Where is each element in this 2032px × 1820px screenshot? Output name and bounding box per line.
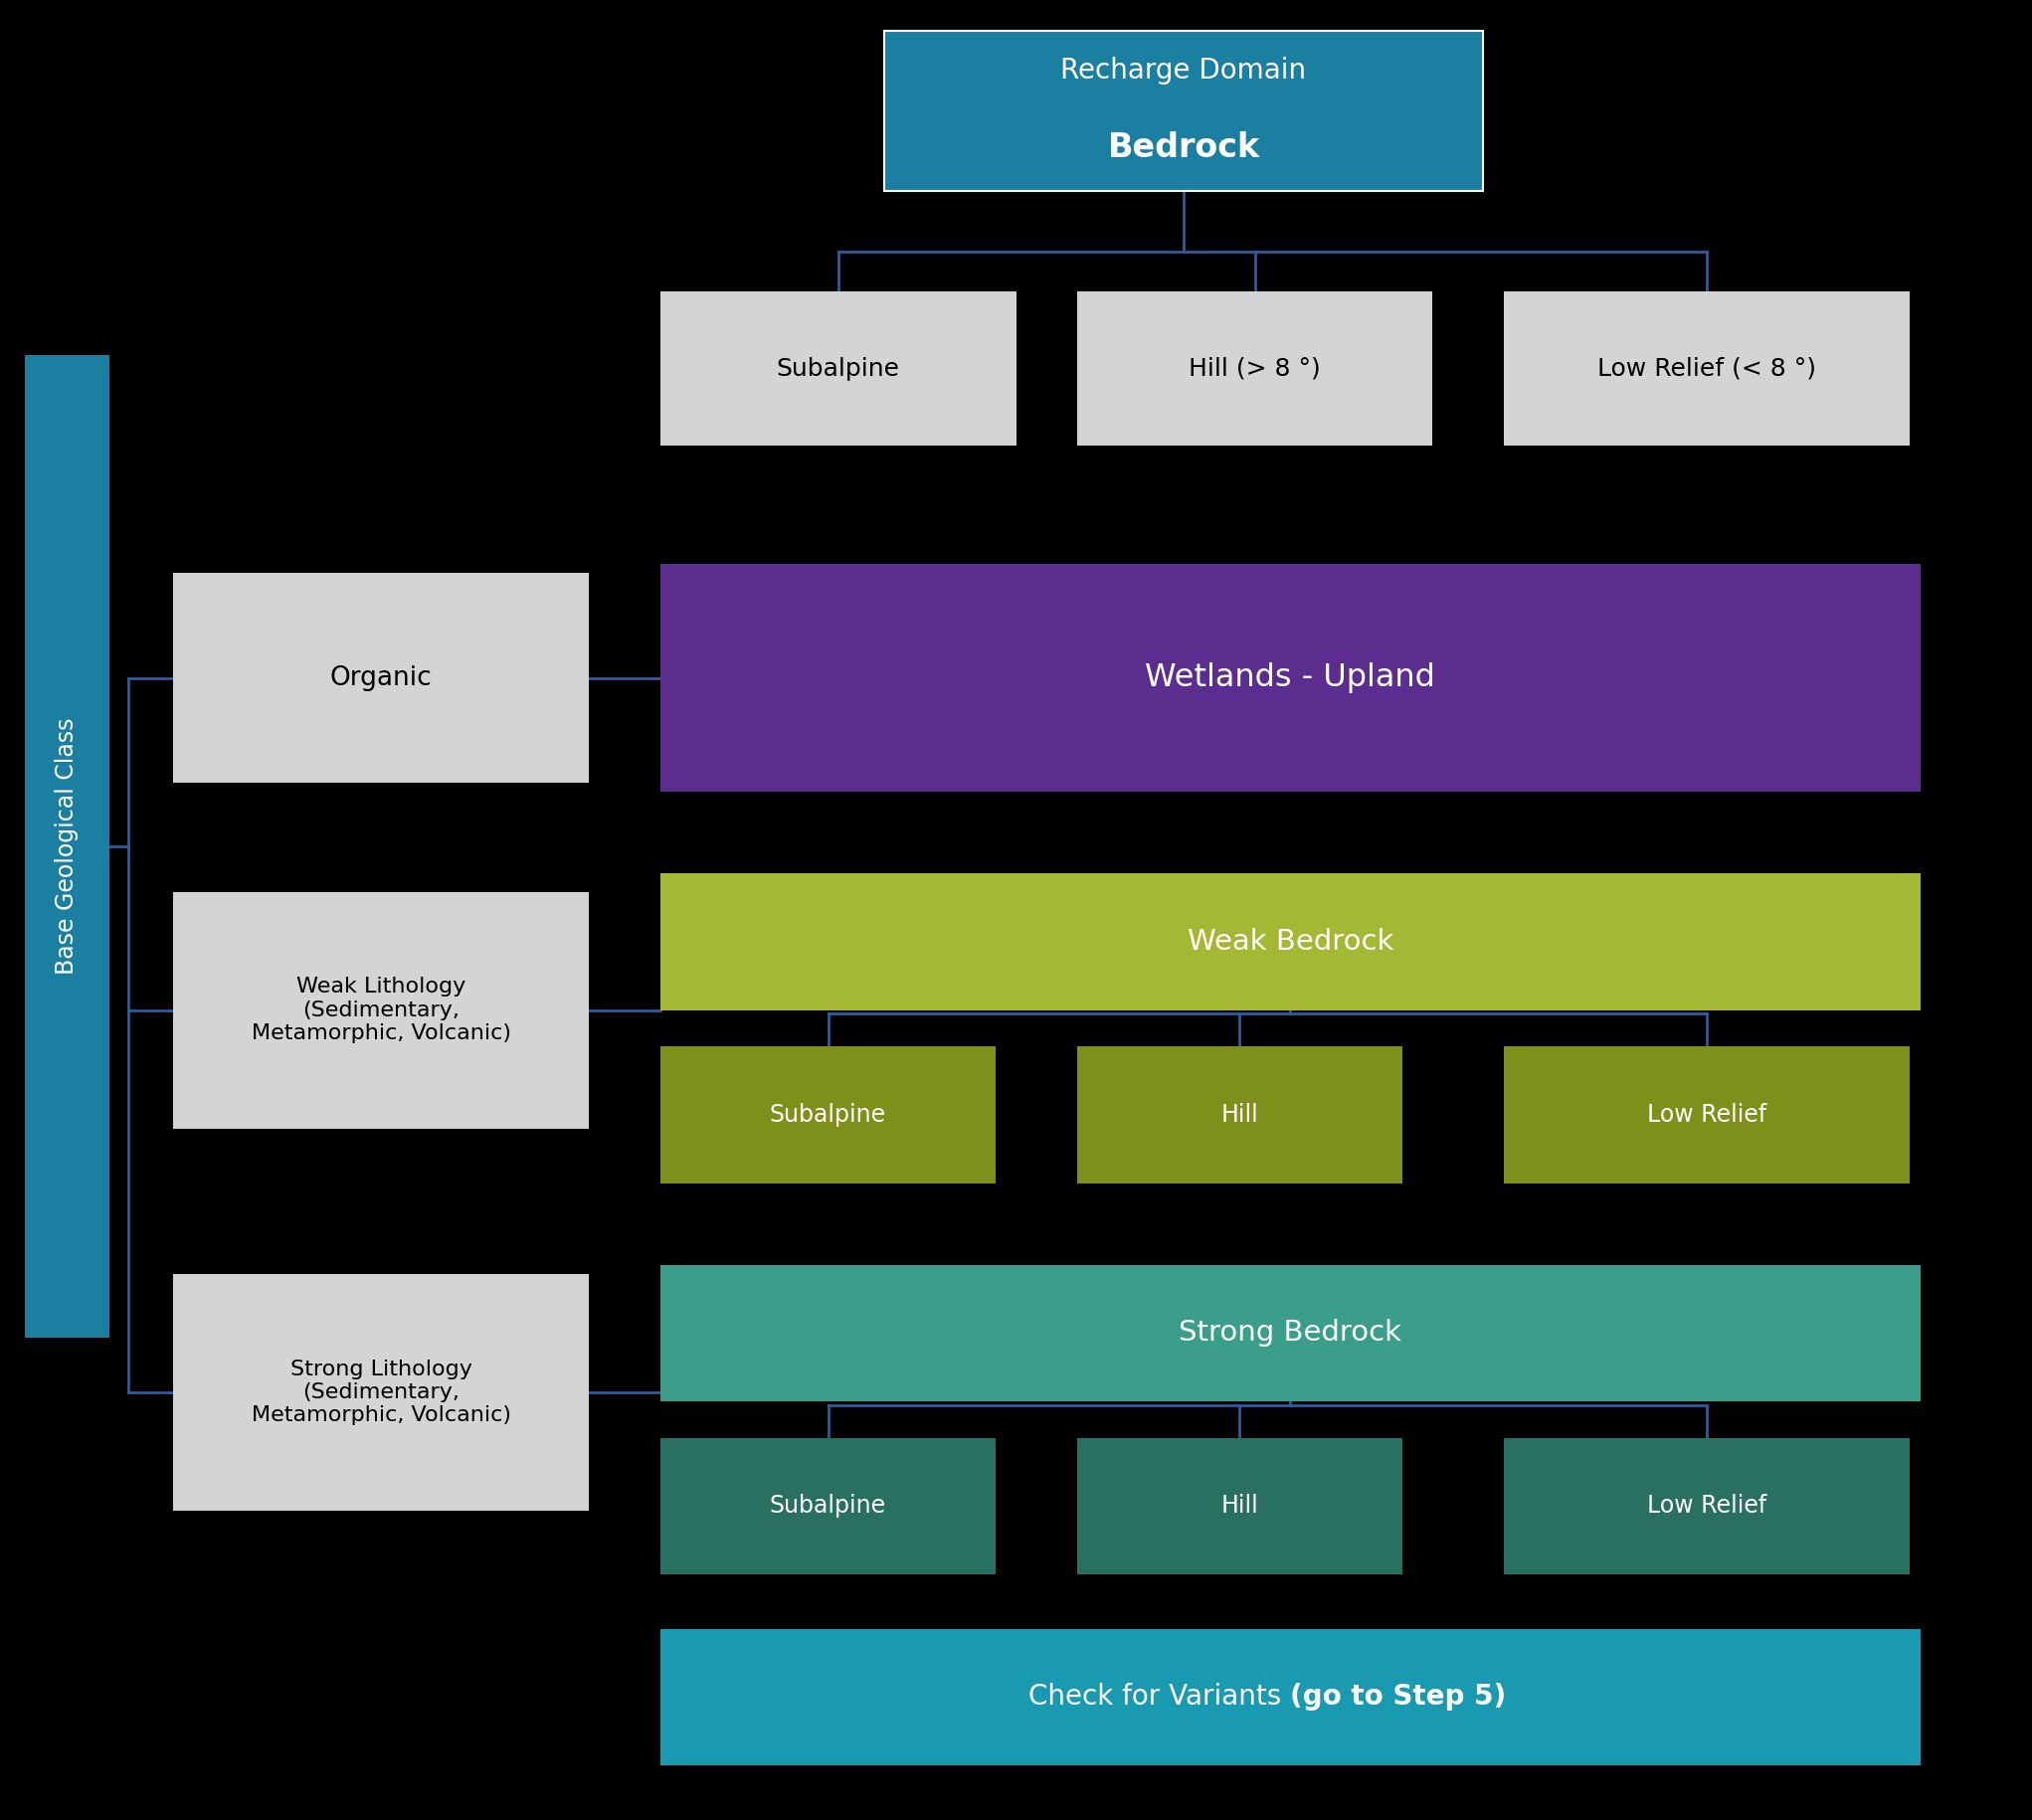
Text: Strong Lithology
(Sedimentary,
Metamorphic, Volcanic): Strong Lithology (Sedimentary, Metamorph… — [252, 1360, 510, 1425]
Text: Base Geological Class: Base Geological Class — [55, 717, 79, 976]
Text: Strong Bedrock: Strong Bedrock — [1179, 1320, 1402, 1347]
Text: Check for Variants: Check for Variants — [1028, 1684, 1290, 1711]
FancyBboxPatch shape — [660, 1629, 1920, 1765]
Text: Low Relief: Low Relief — [1648, 1494, 1766, 1518]
FancyBboxPatch shape — [660, 874, 1920, 1010]
Text: Hill: Hill — [1221, 1103, 1258, 1127]
Text: Low Relief (< 8 °): Low Relief (< 8 °) — [1597, 357, 1817, 380]
Text: (go to Step 5): (go to Step 5) — [1290, 1684, 1506, 1711]
Text: Wetlands - Upland: Wetlands - Upland — [1146, 662, 1435, 693]
FancyBboxPatch shape — [173, 573, 589, 783]
Text: Subalpine: Subalpine — [776, 357, 900, 380]
FancyBboxPatch shape — [660, 564, 1920, 792]
Text: Recharge Domain: Recharge Domain — [1061, 56, 1307, 86]
FancyBboxPatch shape — [1077, 1046, 1402, 1183]
Text: Low Relief: Low Relief — [1648, 1103, 1766, 1127]
FancyBboxPatch shape — [660, 1438, 996, 1574]
FancyBboxPatch shape — [173, 892, 589, 1128]
FancyBboxPatch shape — [24, 355, 110, 1338]
FancyBboxPatch shape — [1077, 1438, 1402, 1574]
Text: Hill: Hill — [1221, 1494, 1258, 1518]
Text: Subalpine: Subalpine — [770, 1103, 886, 1127]
FancyBboxPatch shape — [1504, 291, 1910, 446]
FancyBboxPatch shape — [660, 1046, 996, 1183]
FancyBboxPatch shape — [1504, 1438, 1910, 1574]
Text: Organic: Organic — [329, 664, 433, 692]
FancyBboxPatch shape — [884, 31, 1483, 191]
FancyBboxPatch shape — [660, 291, 1016, 446]
Text: Weak Bedrock: Weak Bedrock — [1187, 928, 1394, 956]
FancyBboxPatch shape — [173, 1274, 589, 1511]
Text: Weak Lithology
(Sedimentary,
Metamorphic, Volcanic): Weak Lithology (Sedimentary, Metamorphic… — [252, 977, 510, 1043]
Text: Bedrock: Bedrock — [1107, 131, 1260, 164]
Text: Subalpine: Subalpine — [770, 1494, 886, 1518]
Text: Hill (> 8 °): Hill (> 8 °) — [1189, 357, 1321, 380]
FancyBboxPatch shape — [1077, 291, 1433, 446]
FancyBboxPatch shape — [1504, 1046, 1910, 1183]
FancyBboxPatch shape — [660, 1265, 1920, 1401]
